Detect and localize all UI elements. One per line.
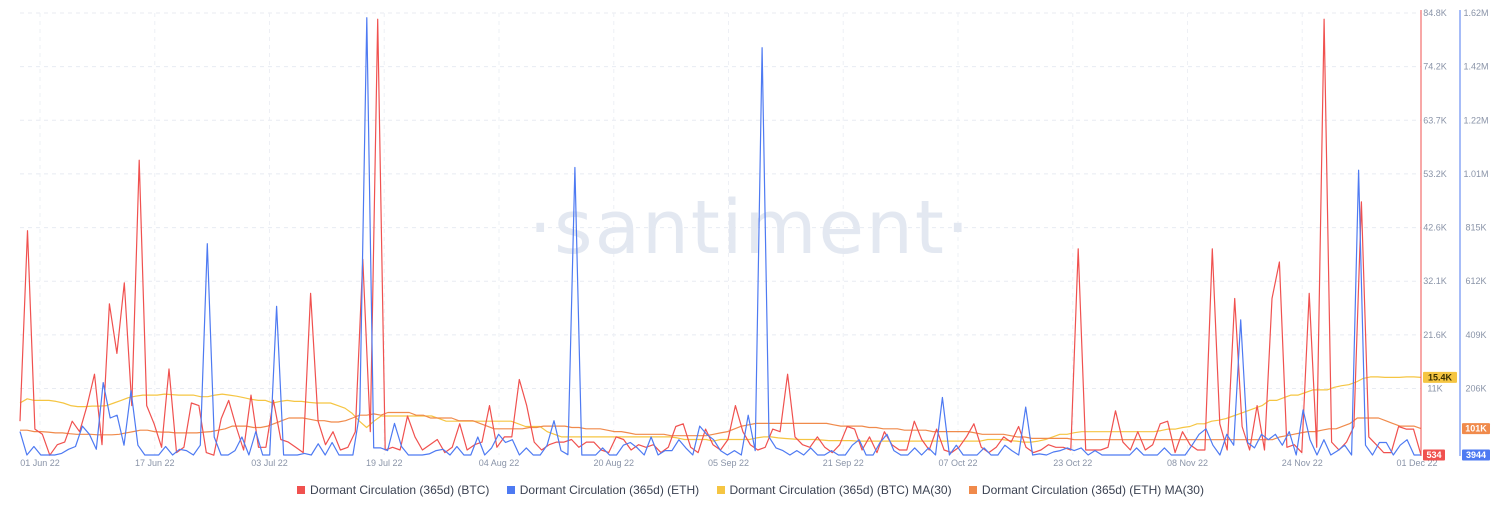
- y-left-tick-label: 63.7K: [1423, 115, 1447, 125]
- legend-label-eth: Dormant Circulation (365d) (ETH): [519, 483, 700, 497]
- legend-swatch-btc-ma30: [716, 486, 725, 494]
- x-tick-label: 17 Jun 22: [135, 458, 175, 468]
- y-left-tick-label: 74.2K: [1423, 62, 1447, 72]
- legend-swatch-eth-ma30: [968, 486, 977, 494]
- y-left-tick-label: 42.6K: [1423, 223, 1447, 233]
- value-badge-text: 534: [1426, 450, 1441, 460]
- legend-swatch-eth: [506, 486, 515, 494]
- value-badge-text: 101K: [1465, 424, 1487, 434]
- chart-legend: Dormant Circulation (365d) (BTC) Dormant…: [0, 483, 1501, 497]
- series-line-2[interactable]: [19, 376, 1422, 443]
- value-badges: 15.4K 101K 534 3944: [1423, 371, 1490, 461]
- legend-item-btc[interactable]: Dormant Circulation (365d) (BTC): [297, 483, 489, 497]
- y-left-tick-label: 32.1K: [1423, 276, 1447, 286]
- legend-label-eth-ma30: Dormant Circulation (365d) (ETH) MA(30): [981, 483, 1204, 497]
- value-badge: [1423, 371, 1457, 383]
- series-line-1[interactable]: [19, 17, 1421, 456]
- y-right-tick-label: 815K: [1465, 223, 1486, 233]
- y-right-tick-label: 1.62M: [1463, 8, 1488, 18]
- y-right-tick-label: 1.01M: [1463, 169, 1488, 179]
- y-right-tick-label: 206K: [1465, 383, 1486, 393]
- value-badge: [1462, 423, 1490, 435]
- x-tick-label: 01 Dec 22: [1396, 458, 1437, 468]
- y-axis-ticks: 84.8K 1.62M 74.2K 1.42M 63.7K 1.22M 53.2K 1.01M…: [1423, 8, 1488, 393]
- x-tick-label: 20 Aug 22: [593, 458, 634, 468]
- value-badge-text: 3944: [1466, 450, 1486, 460]
- x-axis-ticks: 01 Jun 22 17 Jun 22 03 Jul 22 19 Jul 22 04 A…: [20, 458, 1437, 468]
- y-right-tick-label: 409K: [1465, 330, 1486, 340]
- legend-item-eth-ma30[interactable]: Dormant Circulation (365d) (ETH) MA(30): [968, 483, 1204, 497]
- x-tick-label: 23 Oct 22: [1053, 458, 1092, 468]
- value-badge-text: 15.4K: [1428, 372, 1453, 382]
- legend-item-btc-ma30[interactable]: Dormant Circulation (365d) (BTC) MA(30): [716, 483, 952, 497]
- legend-label-btc-ma30: Dormant Circulation (365d) (BTC) MA(30): [729, 483, 952, 497]
- y-right-tick-label: 612K: [1465, 276, 1486, 286]
- y-left-tick-label: 21.6K: [1423, 330, 1447, 340]
- x-tick-label: 05 Sep 22: [708, 458, 749, 468]
- santiment-watermark: ·santiment·: [529, 185, 972, 271]
- y-left-tick-label: 53.2K: [1423, 169, 1447, 179]
- chart-svg: ·santiment· 01 Jun 22 17 Jun 22 03 Jul 22 1…: [19, 8, 1490, 468]
- y-right-tick-label: 1.22M: [1463, 115, 1488, 125]
- x-tick-label: 04 Aug 22: [479, 458, 520, 468]
- x-tick-label: 24 Nov 22: [1282, 458, 1323, 468]
- legend-swatch-btc: [297, 486, 306, 494]
- x-tick-label: 19 Jul 22: [366, 458, 403, 468]
- x-tick-label: 03 Jul 22: [251, 458, 288, 468]
- value-badge: [1423, 449, 1445, 461]
- legend-item-eth[interactable]: Dormant Circulation (365d) (ETH): [506, 483, 700, 497]
- x-tick-label: 07 Oct 22: [938, 458, 977, 468]
- x-tick-label: 01 Jun 22: [20, 458, 60, 468]
- value-badge: [1462, 449, 1490, 461]
- y-left-tick-label: 84.8K: [1423, 8, 1447, 18]
- chart-series-lines[interactable]: [19, 17, 1422, 456]
- series-line-3[interactable]: [20, 411, 1422, 441]
- x-tick-label: 08 Nov 22: [1167, 458, 1208, 468]
- y-right-tick-label: 1.42M: [1463, 62, 1488, 72]
- legend-label-btc: Dormant Circulation (365d) (BTC): [310, 483, 490, 497]
- y-left-tick-label: 11K: [1427, 383, 1442, 393]
- x-tick-label: 21 Sep 22: [823, 458, 864, 468]
